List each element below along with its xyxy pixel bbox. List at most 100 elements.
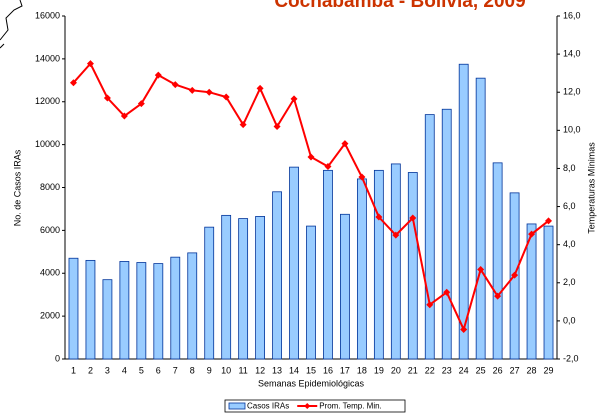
x-tick-label: 6 — [156, 365, 161, 375]
y2-tick-label: 4,0 — [563, 239, 576, 249]
line-marker — [69, 79, 77, 87]
bar — [238, 218, 249, 360]
line-marker — [477, 265, 485, 273]
y2-tick-label: -2,0 — [563, 353, 579, 363]
x-tick-label: 23 — [442, 365, 452, 375]
y-tick-label: 16000 — [35, 10, 60, 20]
y-tick-label: 6000 — [40, 225, 60, 235]
line-marker — [120, 112, 128, 120]
bar — [119, 261, 130, 360]
bar — [390, 163, 401, 360]
line-marker — [511, 271, 519, 279]
line-marker — [409, 214, 417, 222]
x-tick-label: 15 — [306, 365, 316, 375]
bar — [272, 191, 282, 360]
line-marker — [307, 153, 315, 161]
line-marker — [171, 81, 179, 89]
line-marker — [341, 140, 349, 148]
x-tick-label: 29 — [544, 365, 554, 375]
x-tick-label: 2 — [88, 365, 93, 375]
y2-axis-label: Temperaturas Mínimas — [586, 142, 596, 234]
line-marker — [154, 71, 162, 79]
y2-tick-label: 12,0 — [563, 87, 581, 97]
y2-tick-label: 14,0 — [563, 48, 581, 58]
line-marker — [290, 95, 298, 103]
y-tick-label: 4000 — [40, 268, 60, 278]
x-tick-label: 14 — [289, 365, 299, 375]
x-tick-label: 12 — [255, 365, 265, 375]
y-tick-label: 10000 — [35, 139, 60, 149]
y-tick-label: 0 — [55, 353, 60, 363]
line-marker — [324, 163, 332, 171]
legend-label: Casos IRAs — [247, 402, 289, 411]
x-tick-label: 19 — [374, 365, 384, 375]
bar — [458, 63, 469, 360]
line-marker — [205, 88, 213, 96]
line-marker — [103, 94, 111, 102]
chart-title: Cochabamba - Bolivia, 2009 — [274, 0, 525, 12]
bar — [255, 216, 266, 360]
y2-tick-label: 2,0 — [563, 277, 576, 287]
bar — [85, 259, 96, 360]
line-marker — [358, 173, 366, 181]
line-marker — [86, 60, 94, 68]
y2-tick-label: 0,0 — [563, 315, 576, 325]
x-tick-label: 28 — [527, 365, 537, 375]
line-marker — [426, 301, 434, 309]
x-tick-label: 26 — [493, 365, 503, 375]
y-tick-label: 12000 — [35, 96, 60, 106]
bar — [136, 262, 147, 360]
y-tick-label: 14000 — [35, 53, 60, 63]
y2-tick-label: 6,0 — [563, 201, 576, 211]
bar — [526, 223, 537, 360]
bar — [424, 114, 435, 360]
line-marker — [137, 100, 145, 108]
x-tick-label: 4 — [122, 365, 127, 375]
line-marker — [528, 230, 536, 238]
x-tick-label: 13 — [272, 365, 282, 375]
map-outline — [0, 0, 23, 49]
x-tick-label: 27 — [510, 365, 520, 375]
x-tick-label: 25 — [476, 365, 486, 375]
line-marker — [460, 325, 468, 333]
line-marker — [188, 86, 196, 94]
x-tick-label: 7 — [173, 365, 178, 375]
bar — [170, 256, 181, 360]
bar — [102, 279, 113, 360]
y2-tick-label: 16,0 — [563, 10, 581, 20]
line-marker — [443, 288, 451, 296]
bar — [356, 178, 367, 360]
bar — [407, 172, 418, 360]
x-tick-label: 11 — [238, 365, 247, 375]
line-marker — [222, 93, 230, 101]
legend-marker — [304, 403, 311, 409]
x-tick-label: 1 — [71, 365, 76, 375]
line-marker — [256, 84, 264, 92]
bar — [475, 77, 486, 360]
y-tick-label: 8000 — [40, 182, 60, 192]
x-tick-label: 8 — [190, 365, 195, 375]
y2-tick-label: 10,0 — [563, 125, 581, 135]
bar — [340, 213, 350, 360]
x-tick-label: 3 — [105, 365, 110, 375]
bar — [289, 166, 299, 360]
bar — [221, 214, 232, 360]
bar — [543, 225, 554, 360]
legend-swatch — [228, 402, 246, 410]
x-tick-label: 18 — [357, 365, 367, 375]
legend-label: Prom. Temp. Min. — [319, 402, 382, 411]
x-tick-label: 20 — [391, 365, 401, 375]
y2-tick-label: 8,0 — [563, 163, 576, 173]
line-marker — [392, 231, 400, 239]
x-tick-label: 16 — [323, 365, 333, 375]
bar — [68, 257, 79, 360]
x-tick-label: 24 — [459, 365, 469, 375]
bar — [492, 162, 503, 360]
bar — [441, 108, 452, 360]
bar — [306, 225, 316, 360]
y-axis-label: No. de Casos IRAs — [12, 149, 22, 226]
x-tick-label: 10 — [221, 365, 231, 375]
bar — [323, 169, 333, 360]
x-tick-label: 21 — [408, 365, 418, 375]
